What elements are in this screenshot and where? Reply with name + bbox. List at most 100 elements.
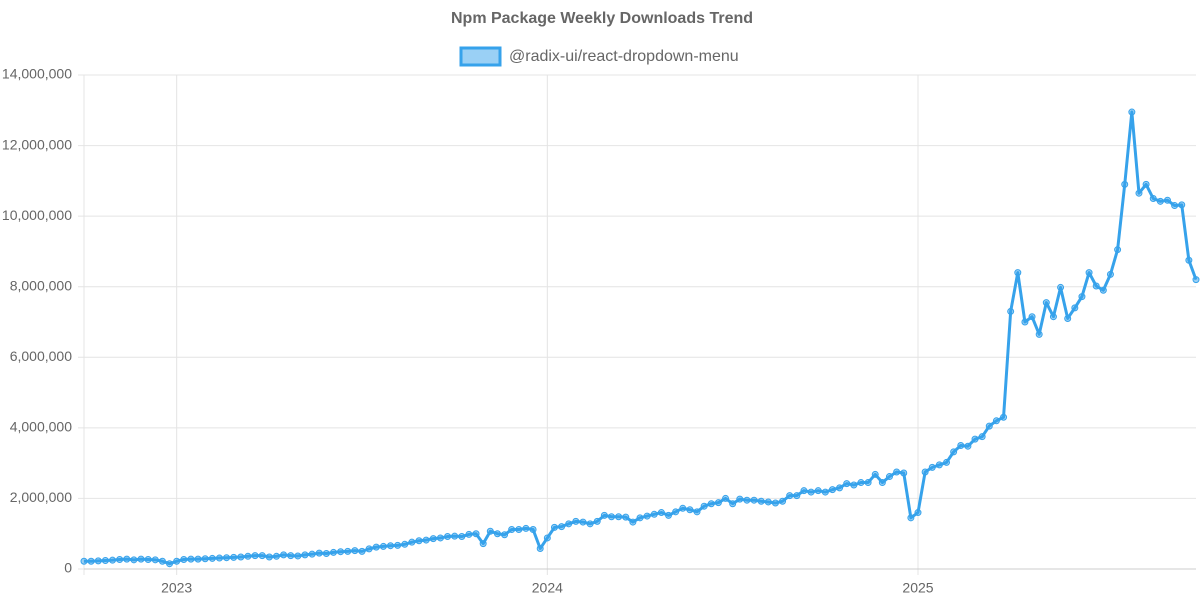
- data-point: [109, 556, 117, 564]
- y-tick-label: 2,000,000: [10, 489, 72, 505]
- data-point: [900, 469, 908, 477]
- chart-title: Npm Package Weekly Downloads Trend: [451, 10, 753, 27]
- data-point: [329, 548, 337, 556]
- data-point: [650, 510, 658, 518]
- x-tick-label: 2024: [532, 580, 563, 596]
- data-point: [144, 555, 152, 563]
- data-point: [1064, 314, 1072, 322]
- data-point: [693, 508, 701, 516]
- data-point: [223, 554, 231, 562]
- data-point: [422, 536, 430, 544]
- data-point: [871, 470, 879, 478]
- data-point: [1014, 269, 1022, 277]
- y-tick-label: 4,000,000: [10, 419, 72, 435]
- data-point: [1035, 330, 1043, 338]
- data-point: [1192, 276, 1200, 284]
- data-point: [907, 514, 915, 522]
- data-point: [921, 468, 929, 476]
- data-point: [180, 555, 188, 563]
- data-point: [707, 500, 715, 508]
- data-point: [672, 508, 680, 516]
- data-point: [436, 534, 444, 542]
- data-point: [615, 513, 623, 521]
- data-point: [943, 458, 951, 466]
- data-point: [166, 560, 174, 568]
- data-point: [479, 540, 487, 548]
- data-point: [757, 497, 765, 505]
- data-point: [821, 488, 829, 496]
- data-point: [408, 538, 416, 546]
- data-point: [764, 498, 772, 506]
- data-point: [1163, 196, 1171, 204]
- data-point: [351, 547, 359, 555]
- data-point: [301, 551, 309, 559]
- data-point: [365, 545, 373, 553]
- data-point: [529, 525, 537, 533]
- data-point: [558, 523, 566, 531]
- x-tick-label: 2025: [902, 580, 933, 596]
- data-point: [123, 555, 131, 563]
- data-point: [87, 557, 95, 565]
- data-point: [173, 557, 181, 565]
- data-point: [322, 549, 330, 557]
- data-point: [215, 554, 223, 562]
- data-point: [358, 547, 366, 555]
- data-point: [985, 422, 993, 430]
- data-point: [158, 557, 166, 565]
- data-point: [101, 557, 109, 565]
- data-point: [928, 463, 936, 471]
- data-point: [493, 530, 501, 538]
- series-line: [84, 110, 1198, 566]
- data-point: [1121, 180, 1129, 188]
- data-point: [486, 527, 494, 535]
- data-point: [201, 555, 209, 563]
- data-point: [636, 514, 644, 522]
- data-point: [893, 468, 901, 476]
- data-point: [444, 533, 452, 541]
- data-point: [836, 484, 844, 492]
- data-point: [622, 513, 630, 521]
- data-point: [1149, 195, 1157, 202]
- data-point: [501, 531, 509, 539]
- data-point: [800, 487, 808, 495]
- data-point: [1071, 304, 1079, 312]
- data-point: [686, 506, 694, 514]
- data-point: [344, 547, 352, 555]
- data-point: [857, 479, 865, 487]
- data-point: [1185, 256, 1193, 264]
- data-point: [151, 556, 159, 564]
- data-point: [807, 488, 815, 496]
- data-point: [565, 520, 573, 528]
- data-point: [401, 540, 409, 548]
- data-point: [878, 479, 886, 487]
- data-point: [429, 535, 437, 543]
- data-point: [287, 552, 295, 560]
- data-point: [714, 499, 722, 507]
- data-point: [992, 417, 1000, 425]
- data-point: [137, 555, 145, 563]
- data-point: [1057, 283, 1065, 291]
- data-point: [1028, 313, 1036, 321]
- data-point: [394, 541, 402, 549]
- data-point: [1042, 299, 1050, 307]
- data-point: [94, 557, 102, 565]
- data-point: [771, 499, 779, 507]
- data-point: [607, 513, 615, 521]
- data-point: [1156, 197, 1164, 205]
- data-point: [700, 502, 708, 510]
- data-point: [736, 495, 744, 503]
- data-point: [550, 523, 558, 531]
- data-point: [415, 537, 423, 545]
- data-point: [387, 542, 395, 550]
- data-point: [280, 551, 288, 559]
- y-tick-label: 8,000,000: [10, 277, 72, 293]
- data-point: [935, 461, 943, 469]
- data-point: [265, 553, 273, 561]
- data-point: [593, 517, 601, 525]
- data-point: [586, 520, 594, 528]
- data-point: [814, 487, 822, 495]
- data-point: [80, 557, 88, 565]
- data-point: [458, 533, 466, 541]
